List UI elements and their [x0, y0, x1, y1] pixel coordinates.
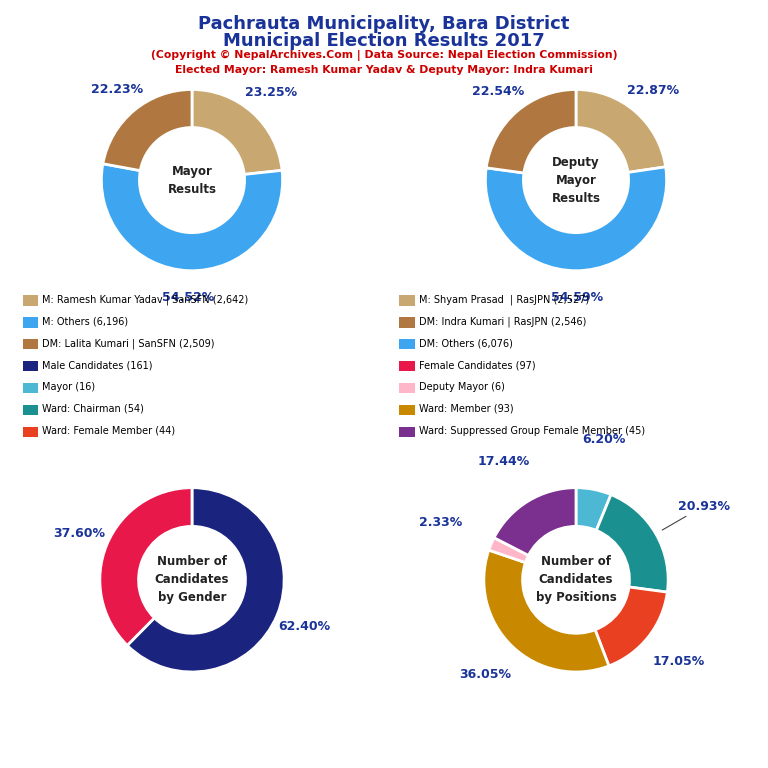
Wedge shape — [486, 90, 576, 173]
Wedge shape — [576, 90, 666, 172]
Text: Ward: Suppressed Group Female Member (45): Ward: Suppressed Group Female Member (45… — [419, 425, 644, 436]
Wedge shape — [485, 167, 667, 271]
Text: M: Ramesh Kumar Yadav | SanSFN (2,642): M: Ramesh Kumar Yadav | SanSFN (2,642) — [42, 294, 249, 305]
Text: Ward: Member (93): Ward: Member (93) — [419, 404, 513, 414]
Text: Female Candidates (97): Female Candidates (97) — [419, 360, 535, 370]
Text: Municipal Election Results 2017: Municipal Election Results 2017 — [223, 32, 545, 50]
Text: DM: Lalita Kumari | SanSFN (2,509): DM: Lalita Kumari | SanSFN (2,509) — [42, 338, 215, 349]
Text: 6.20%: 6.20% — [582, 433, 625, 446]
Text: 36.05%: 36.05% — [459, 667, 511, 680]
Wedge shape — [484, 550, 609, 672]
Text: Mayor
Results: Mayor Results — [167, 164, 217, 196]
Text: Deputy Mayor (6): Deputy Mayor (6) — [419, 382, 505, 392]
Text: Male Candidates (161): Male Candidates (161) — [42, 360, 153, 370]
Text: 22.54%: 22.54% — [472, 84, 525, 98]
Wedge shape — [127, 488, 284, 672]
Wedge shape — [100, 488, 192, 645]
Wedge shape — [576, 488, 611, 531]
Text: Elected Mayor: Ramesh Kumar Yadav & Deputy Mayor: Indra Kumari: Elected Mayor: Ramesh Kumar Yadav & Depu… — [175, 65, 593, 74]
Text: M: Shyam Prasad  | RasJPN (2,527): M: Shyam Prasad | RasJPN (2,527) — [419, 294, 589, 305]
Text: 2.33%: 2.33% — [419, 515, 462, 528]
Text: 22.23%: 22.23% — [91, 83, 143, 96]
Text: 54.59%: 54.59% — [551, 291, 603, 304]
Text: Ward: Chairman (54): Ward: Chairman (54) — [42, 404, 144, 414]
Text: 20.93%: 20.93% — [677, 500, 730, 512]
Wedge shape — [488, 538, 528, 563]
Text: Deputy
Mayor
Results: Deputy Mayor Results — [551, 156, 601, 204]
Text: 54.52%: 54.52% — [161, 291, 214, 304]
Text: 17.05%: 17.05% — [653, 654, 705, 667]
Text: 17.44%: 17.44% — [478, 455, 530, 468]
Wedge shape — [103, 90, 192, 170]
Text: DM: Indra Kumari | RasJPN (2,546): DM: Indra Kumari | RasJPN (2,546) — [419, 316, 586, 326]
Text: 22.87%: 22.87% — [627, 84, 679, 98]
Text: Number of
Candidates
by Positions: Number of Candidates by Positions — [535, 555, 617, 604]
Wedge shape — [494, 488, 576, 555]
Text: Ward: Female Member (44): Ward: Female Member (44) — [42, 425, 175, 436]
Text: 37.60%: 37.60% — [54, 527, 105, 540]
Text: DM: Others (6,076): DM: Others (6,076) — [419, 338, 512, 349]
Text: 62.40%: 62.40% — [279, 620, 330, 633]
Text: M: Others (6,196): M: Others (6,196) — [42, 316, 128, 326]
Wedge shape — [595, 587, 667, 666]
Wedge shape — [192, 90, 282, 174]
Text: Mayor (16): Mayor (16) — [42, 382, 95, 392]
Wedge shape — [101, 164, 283, 270]
Wedge shape — [596, 495, 668, 592]
Text: Number of
Candidates
by Gender: Number of Candidates by Gender — [154, 555, 230, 604]
Text: 23.25%: 23.25% — [245, 86, 296, 99]
Text: Pachrauta Municipality, Bara District: Pachrauta Municipality, Bara District — [198, 15, 570, 33]
Text: (Copyright © NepalArchives.Com | Data Source: Nepal Election Commission): (Copyright © NepalArchives.Com | Data So… — [151, 50, 617, 61]
